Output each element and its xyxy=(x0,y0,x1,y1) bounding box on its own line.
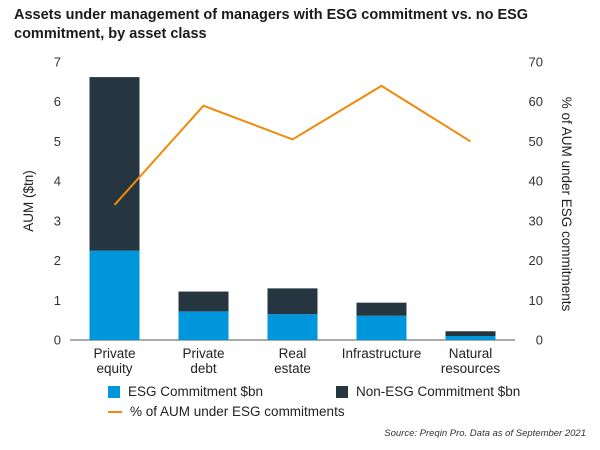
category-label: Infrastructure xyxy=(342,346,422,361)
bar-non-esg xyxy=(356,302,407,316)
esg-share-line xyxy=(113,84,472,206)
bar-non-esg xyxy=(445,331,496,337)
y2-tick-label: 20 xyxy=(529,253,543,268)
legend-label-esg: ESG Commitment $bn xyxy=(128,384,264,399)
y-tick-label: 1 xyxy=(54,293,61,308)
legend-item-share: % of AUM under ESG commitments xyxy=(108,404,345,419)
bar-esg xyxy=(356,315,407,340)
y-tick-label: 2 xyxy=(54,253,61,268)
y2-axis-title: % of AUM under ESG commitments xyxy=(559,97,574,312)
axis-titles: AUM ($tn) % of AUM under ESG commitments xyxy=(21,97,574,312)
y2-tick-label: 50 xyxy=(529,134,543,149)
legend-swatch-non-esg xyxy=(336,385,348,398)
y-tick-label: 6 xyxy=(54,94,61,109)
source-note: Source: Preqin Pro. Data as of September… xyxy=(384,428,586,439)
y-tick-label: 5 xyxy=(54,134,61,149)
bar-esg xyxy=(89,250,140,340)
y2-tick-label: 0 xyxy=(536,333,543,348)
bar-non-esg xyxy=(178,291,229,312)
y2-tick-label: 40 xyxy=(529,174,543,189)
category-label: Private equity xyxy=(93,346,135,376)
legend-swatch-share xyxy=(108,410,122,413)
chart-title: Assets under management of managers with… xyxy=(14,7,529,42)
y-tick-label: 3 xyxy=(54,213,61,228)
legend-label-non-esg: Non-ESG Commitment $bn xyxy=(356,384,521,399)
category-label: Natural resources xyxy=(441,346,501,376)
y2-tick-label: 30 xyxy=(529,213,543,228)
y-tick-label: 7 xyxy=(54,55,61,70)
category-label: Private debt xyxy=(182,346,224,376)
legend-label-share: % of AUM under ESG commitments xyxy=(130,404,345,419)
category-labels: Private equity Private debt Real estate Infras… xyxy=(93,346,500,376)
y-axis-title: AUM ($tn) xyxy=(21,170,36,232)
bars xyxy=(89,77,496,340)
bar-esg xyxy=(178,311,229,340)
esg-share-line-path xyxy=(113,84,472,206)
bar-esg xyxy=(267,314,318,340)
category-label: Real estate xyxy=(274,346,311,376)
legend-swatch-esg xyxy=(108,385,120,398)
y2-tick-label: 70 xyxy=(529,55,543,70)
y-tick-label: 0 xyxy=(54,333,61,348)
bar-non-esg xyxy=(89,77,140,251)
legend-item-esg: ESG Commitment $bn xyxy=(108,384,263,399)
y-tick-label: 4 xyxy=(54,174,61,189)
y2-tick-label: 60 xyxy=(529,94,543,109)
bar-non-esg xyxy=(267,288,318,315)
bar-esg xyxy=(445,336,496,340)
y2-tick-label: 10 xyxy=(529,293,543,308)
legend-item-non-esg: Non-ESG Commitment $bn xyxy=(336,384,520,399)
